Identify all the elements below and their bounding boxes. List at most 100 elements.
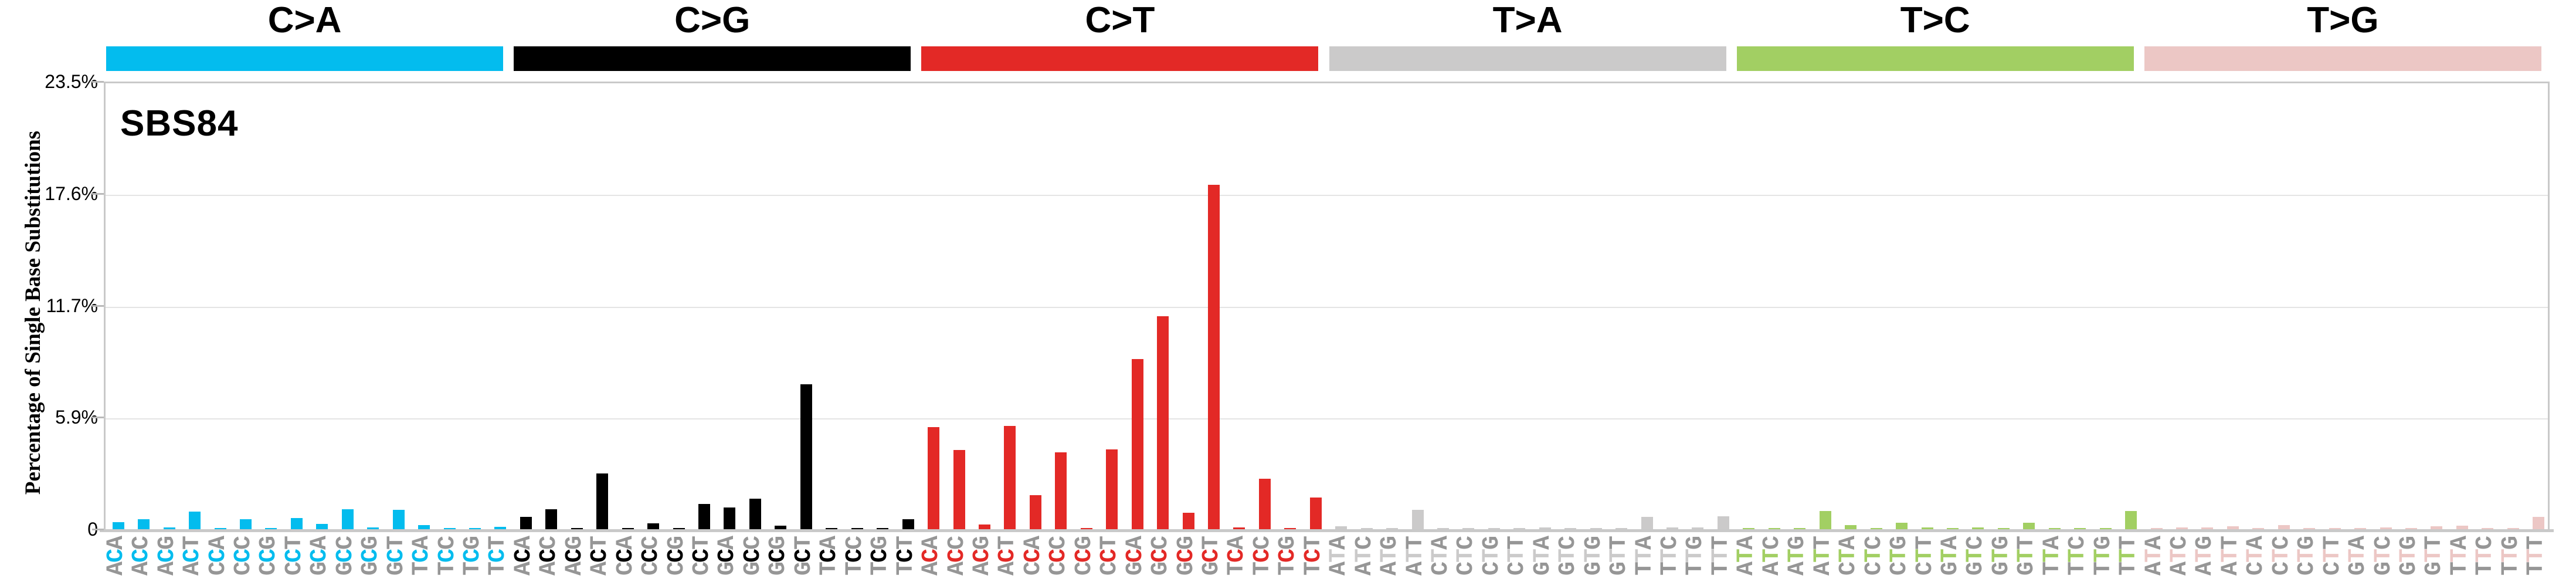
x-label-T>A-ATA: ATA [1326, 536, 1353, 576]
mutated-base-letter: T [1402, 550, 1429, 563]
mutated-base-letter: T [2396, 550, 2423, 563]
x-label-T>G-CTT: CTT [2319, 536, 2346, 576]
bar-T>A-TTC [1667, 527, 1679, 529]
band-C>G [514, 46, 911, 71]
gridline [106, 194, 2548, 196]
mutated-base-letter: C [256, 550, 283, 563]
x-label-C>T-ACC: ACC [943, 536, 970, 576]
mutated-base-letter: C [1071, 550, 1098, 563]
bar-T>G-ATC [2176, 527, 2188, 529]
x-label-T>G-CTG: CTG [2294, 536, 2321, 576]
x-label-C>A-TCC: TCC [434, 536, 461, 576]
bar-C>T-CCG [1080, 528, 1092, 529]
bar-C>G-CCC [647, 523, 660, 529]
bar-C>A-CCT [290, 517, 303, 529]
bar-C>A-ACC [138, 519, 150, 529]
x-label-C>G-ACA: ACA [510, 536, 537, 576]
bar-C>G-ACT [596, 473, 609, 529]
band-T>G [2144, 46, 2541, 71]
mutated-base-letter: T [2116, 550, 2143, 563]
bar-C>A-CCG [265, 528, 277, 529]
x-label-T>C-GTA: GTA [1937, 536, 1964, 576]
x-label-C>A-CCA: CCA [205, 536, 232, 576]
x-label-C>T-GCG: GCG [1173, 536, 1200, 576]
mutated-base-letter: T [1529, 550, 1556, 563]
mutated-base-letter: T [2268, 550, 2295, 563]
x-label-T>C-TTT: TTT [2116, 536, 2143, 576]
y-tick-label: 5.9% [55, 407, 98, 428]
bar-C>T-GCG [1182, 512, 1194, 529]
x-label-T>G-TTC: TTC [2472, 536, 2499, 576]
group-label-T>A: T>A [1492, 0, 1563, 40]
mutated-base-letter: C [332, 550, 359, 563]
mutated-base-letter: C [1173, 550, 1200, 563]
bar-T>G-CTC [2278, 525, 2290, 529]
bar-C>T-CCT [1106, 449, 1118, 529]
x-label-T>C-CTG: CTG [1886, 536, 1913, 576]
x-label-C>A-ACT: ACT [179, 536, 206, 576]
bar-T>C-TTA [2048, 527, 2061, 529]
x-label-C>T-ACT: ACT [995, 536, 1021, 576]
mutated-base-letter: T [1861, 550, 1888, 563]
x-label-T>A-CTC: CTC [1453, 536, 1480, 576]
mutated-base-letter: C [103, 550, 130, 563]
bar-C>A-ACT [189, 512, 201, 529]
bar-C>G-TCC [851, 528, 863, 529]
bar-C>G-GCC [749, 499, 761, 529]
x-label-C>T-TCC: TCC [1249, 536, 1276, 576]
bar-C>A-GCC [341, 509, 354, 529]
mutated-base-letter: T [1912, 550, 1939, 563]
mutated-base-letter: C [612, 550, 639, 563]
bar-C>T-TCC [1258, 478, 1271, 529]
x-label-C>G-CCG: CCG [663, 536, 690, 576]
mutated-base-letter: T [2090, 550, 2117, 563]
mutated-base-letter: T [1835, 550, 1862, 563]
mutated-base-letter: C [1020, 550, 1047, 563]
bar-T>G-GTC [2380, 527, 2392, 529]
bar-C>A-CCC [239, 519, 252, 529]
bar-T>A-GTA [1539, 527, 1551, 529]
bar-C>T-GCT [1207, 185, 1220, 529]
x-label-T>A-ATT: ATT [1402, 536, 1429, 576]
bar-T>C-ATG [1794, 528, 1806, 529]
x-label-C>T-TCT: TCT [1300, 536, 1327, 576]
y-tick-label: 17.6% [45, 182, 98, 204]
x-label-T>G-GTC: GTC [2370, 536, 2397, 576]
x-label-C>T-GCC: GCC [1148, 536, 1175, 576]
x-label-T>G-GTG: GTG [2396, 536, 2423, 576]
mutated-base-letter: T [2497, 550, 2524, 563]
mutated-base-letter: C [459, 550, 486, 563]
x-label-C>G-CCT: CCT [689, 536, 716, 576]
bar-C>T-ACG [978, 525, 990, 529]
x-label-T>C-TTG: TTG [2090, 536, 2117, 576]
bar-C>T-CCC [1055, 452, 1067, 529]
mutated-base-letter: T [1682, 550, 1709, 563]
mutated-base-letter: T [2192, 550, 2219, 563]
y-tick-label: 0 [87, 519, 98, 540]
mutated-base-letter: T [1580, 550, 1607, 563]
band-C>A [106, 46, 504, 71]
bar-T>A-CTT [1513, 528, 1526, 529]
bar-C>A-TCA [418, 525, 430, 529]
bar-C>T-TCA [1233, 527, 1245, 529]
x-label-T>C-GTT: GTT [2014, 536, 2041, 576]
bar-C>T-GCA [1131, 359, 1143, 529]
bar-T>A-GTC [1564, 528, 1577, 529]
bar-C>A-ACA [112, 522, 124, 529]
x-label-C>T-CCT: CCT [1097, 536, 1124, 576]
x-label-C>A-TCA: TCA [409, 536, 436, 576]
bar-C>A-TCG [469, 528, 481, 529]
bar-C>G-GCG [775, 526, 787, 529]
bar-T>C-ATT [1819, 511, 1831, 529]
bar-T>A-TTA [1641, 517, 1653, 529]
plot-area [104, 82, 2550, 529]
mutated-base-letter: T [2370, 550, 2397, 563]
mutated-base-letter: C [281, 550, 308, 563]
x-label-C>G-GCA: GCA [714, 536, 741, 576]
x-label-T>A-TTG: TTG [1682, 536, 1709, 576]
mutated-base-letter: C [230, 550, 257, 563]
y-tick-mark [92, 81, 104, 83]
bar-T>C-TTT [2125, 511, 2137, 529]
bar-T>C-ATC [1768, 528, 1780, 529]
bar-T>G-GTG [2405, 528, 2418, 529]
